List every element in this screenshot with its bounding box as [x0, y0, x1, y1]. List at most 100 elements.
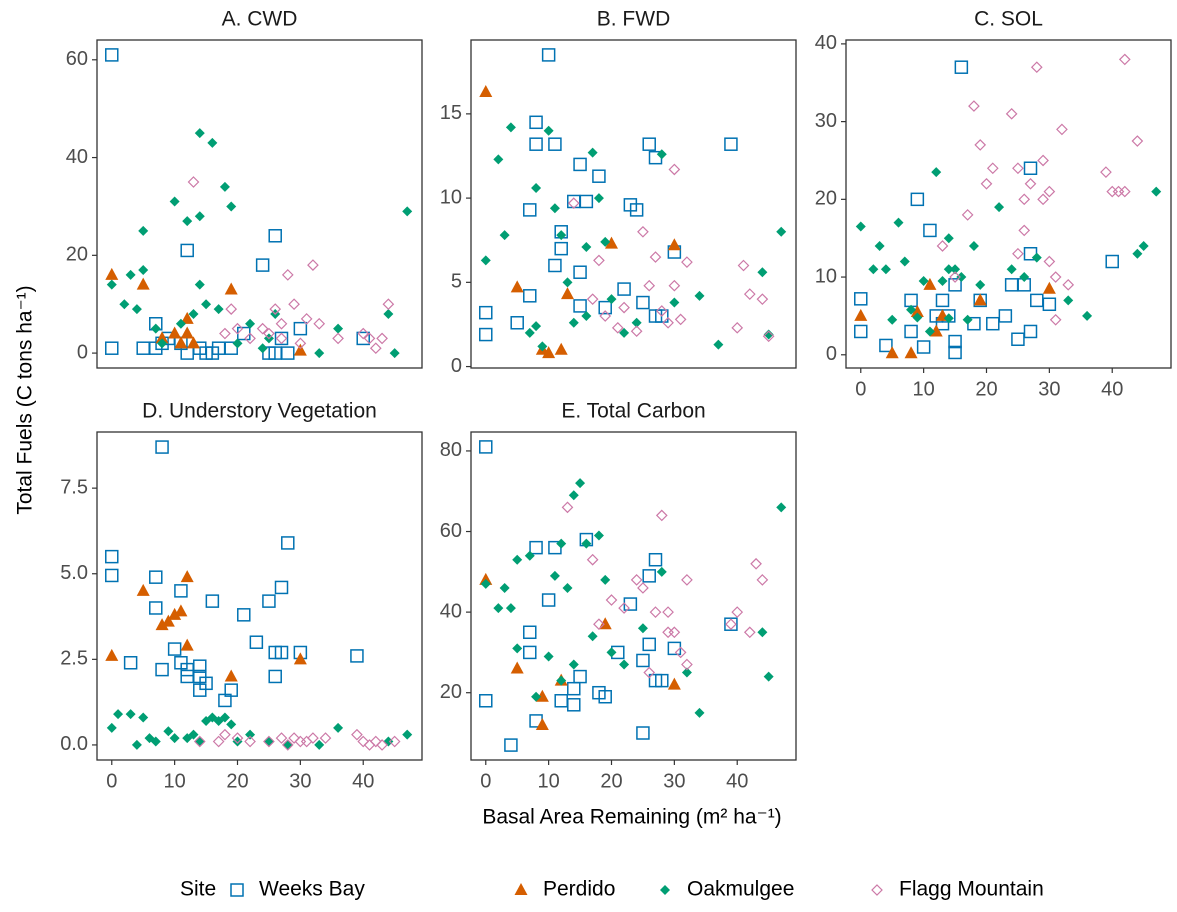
x-tick-label: 0: [106, 770, 117, 792]
point: [281, 536, 295, 550]
point: [880, 264, 891, 275]
point: [592, 169, 606, 183]
point: [105, 267, 119, 280]
point: [231, 322, 244, 335]
y-tick-label: 10: [815, 265, 837, 287]
point: [637, 582, 649, 594]
point: [493, 603, 504, 614]
y-tick-label: 5: [451, 271, 462, 293]
point: [350, 649, 364, 663]
y-tick-label: 40: [440, 600, 462, 622]
point: [369, 342, 382, 355]
point: [694, 290, 705, 301]
y-tick-label: 40: [66, 146, 88, 168]
point: [275, 317, 288, 330]
x-axis-label: Basal Area Remaining (m² ha⁻¹): [482, 806, 781, 829]
point: [573, 157, 587, 172]
point: [479, 694, 493, 708]
panel-title: B. FWD: [597, 8, 671, 31]
point: [562, 582, 573, 593]
point: [560, 287, 574, 300]
point: [579, 194, 594, 209]
point: [724, 137, 738, 151]
point: [562, 277, 573, 288]
point: [642, 569, 656, 583]
point: [510, 316, 524, 330]
point: [149, 570, 163, 584]
point: [150, 736, 161, 747]
point: [523, 625, 537, 640]
point: [1012, 162, 1024, 175]
point: [529, 540, 543, 555]
point: [713, 339, 724, 350]
point: [631, 317, 642, 328]
panel-title: A. CWD: [222, 8, 298, 31]
point: [357, 735, 370, 748]
point: [174, 336, 188, 349]
point: [333, 323, 344, 334]
point: [249, 635, 264, 649]
point: [581, 311, 592, 322]
point: [1037, 193, 1049, 206]
point: [219, 728, 231, 741]
point: [274, 645, 289, 660]
point: [619, 659, 630, 670]
point: [275, 732, 288, 744]
point: [994, 202, 1005, 213]
point: [575, 478, 586, 489]
y-tick-label: 80: [440, 439, 462, 461]
point: [1151, 186, 1162, 197]
point: [725, 618, 737, 631]
point: [750, 557, 762, 570]
point: [541, 48, 556, 62]
x-tick-label: 40: [352, 770, 374, 792]
point: [868, 264, 879, 275]
point: [776, 226, 787, 237]
point: [163, 726, 174, 737]
point: [314, 739, 325, 750]
point: [531, 182, 542, 193]
point: [885, 346, 899, 359]
point: [523, 645, 537, 660]
point: [1132, 248, 1143, 259]
point: [968, 240, 979, 251]
point: [629, 203, 644, 217]
point: [949, 271, 961, 283]
point: [357, 327, 370, 340]
point: [1100, 166, 1112, 178]
point: [694, 707, 705, 718]
point: [743, 288, 756, 300]
point: [656, 149, 667, 160]
point: [351, 728, 363, 741]
point: [232, 338, 243, 349]
point: [618, 602, 630, 614]
point: [199, 676, 213, 691]
point: [262, 594, 276, 608]
point: [480, 578, 491, 589]
point: [256, 322, 269, 335]
point: [504, 738, 518, 752]
point: [263, 735, 275, 748]
point: [756, 574, 769, 586]
point: [383, 308, 394, 319]
point: [586, 293, 599, 306]
point: [556, 538, 567, 549]
point: [581, 241, 592, 252]
point: [281, 269, 294, 281]
point: [573, 669, 587, 684]
point: [1018, 193, 1031, 206]
point: [962, 314, 973, 325]
point: [319, 732, 332, 744]
point: [512, 554, 523, 565]
point: [281, 739, 294, 751]
point: [479, 84, 493, 97]
point: [973, 293, 987, 306]
point: [524, 327, 535, 338]
point: [956, 272, 967, 283]
point: [182, 216, 193, 227]
point: [763, 329, 774, 340]
y-tick-label: 7.5: [60, 476, 88, 498]
point: [224, 669, 238, 682]
y-tick-label: 10: [440, 186, 462, 208]
